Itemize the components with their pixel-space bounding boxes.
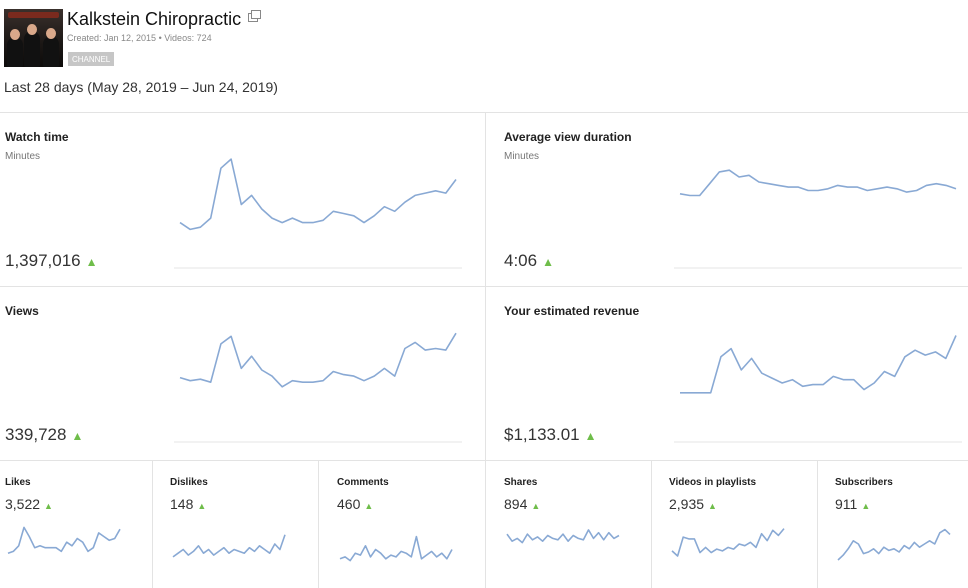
triangle-up-icon: ▲: [197, 501, 207, 511]
divider: [152, 460, 153, 588]
divider: [0, 112, 968, 113]
triangle-up-icon: ▲: [542, 255, 554, 269]
sparkline-path: [837, 528, 951, 561]
card-value: 2,935 ▲: [669, 496, 717, 512]
channel-avatar[interactable]: [4, 9, 63, 67]
sparkline-videos-in-playlists: [671, 528, 785, 557]
channel-title[interactable]: Kalkstein Chiropractic: [67, 9, 242, 29]
sparkline-path: [7, 526, 121, 554]
sparkline-likes: [7, 526, 121, 554]
card-value-text: 2,935: [669, 496, 705, 512]
card-title: Subscribers: [835, 477, 893, 488]
sparkline-subscribers: [837, 528, 951, 561]
card-subtitle: Minutes: [504, 151, 540, 162]
card-value-text: 339,728: [5, 425, 67, 444]
triangle-up-icon: ▲: [71, 429, 84, 443]
card-value: 460 ▲: [337, 496, 373, 512]
divider: [0, 286, 968, 287]
card-value-text: 911: [835, 496, 858, 512]
card-value-text: 460: [337, 496, 361, 512]
triangle-up-icon: ▲: [531, 501, 541, 511]
sparkline-path: [679, 169, 957, 197]
divider: [485, 112, 486, 460]
card-value: 894 ▲: [504, 496, 540, 512]
avatar-figure: [24, 31, 40, 67]
sparkline-path: [179, 332, 457, 388]
triangle-up-icon: ▲: [44, 501, 53, 511]
card-value: 339,728 ▲: [5, 425, 83, 445]
card-title: Shares: [504, 477, 538, 488]
card-value: 911 ▲: [835, 496, 870, 512]
card-value-text: 4:06: [504, 251, 538, 270]
card-title: Videos in playlists: [669, 477, 757, 488]
card-value-text: $1,133.01: [504, 425, 580, 444]
sparkline-estimated-revenue: [674, 335, 962, 443]
card-title: Average view duration: [504, 130, 632, 144]
card-value-text: 148: [170, 496, 194, 512]
card-title: Views: [5, 304, 39, 318]
sparkline-path: [680, 335, 957, 394]
avatar-head: [10, 29, 20, 40]
card-value: 1,397,016 ▲: [5, 251, 98, 271]
sparkline-path: [339, 535, 453, 562]
divider: [0, 460, 968, 461]
card-value: 148 ▲: [170, 496, 206, 512]
card-value-text: 1,397,016: [5, 251, 81, 270]
channel-meta: Created: Jan 12, 2015 • Videos: 724: [67, 33, 212, 43]
sparkline-views: [174, 332, 462, 443]
channel-badge: CHANNEL: [68, 52, 115, 66]
card-title: Comments: [337, 477, 389, 488]
triangle-up-icon: ▲: [85, 255, 98, 269]
sparkline-watch-time: [174, 158, 462, 269]
sparkline-path: [172, 534, 286, 558]
external-link-icon[interactable]: [248, 10, 261, 22]
channel-header: Kalkstein Chiropractic Created: Jan 12, …: [0, 0, 968, 112]
triangle-up-icon: ▲: [861, 501, 871, 511]
sparkline-average-view-duration: [674, 169, 962, 269]
divider: [651, 460, 652, 588]
card-value: 3,522 ▲: [5, 496, 53, 512]
avatar-figure: [7, 37, 23, 67]
divider: [817, 460, 818, 588]
triangle-up-icon: ▲: [364, 501, 374, 511]
card-value-text: 3,522: [5, 496, 41, 512]
avatar-figure: [43, 36, 59, 67]
sparkline-path: [671, 528, 785, 557]
triangle-up-icon: ▲: [584, 429, 597, 443]
sparkline-shares: [506, 529, 620, 544]
card-title: Watch time: [5, 130, 69, 144]
avatar-banner: [8, 12, 59, 18]
card-value: $1,133.01 ▲: [504, 425, 597, 445]
card-value-text: 894: [504, 496, 528, 512]
card-title: Dislikes: [170, 477, 208, 488]
card-value: 4:06 ▲: [504, 251, 554, 271]
sparkline-path: [179, 158, 457, 231]
card-subtitle: Minutes: [5, 151, 41, 162]
triangle-up-icon: ▲: [708, 501, 717, 511]
sparkline-comments: [339, 535, 453, 562]
card-title: Your estimated revenue: [504, 304, 640, 318]
sparkline-path: [506, 529, 620, 544]
avatar-head: [27, 24, 37, 35]
divider: [485, 460, 486, 588]
date-range[interactable]: Last 28 days (May 28, 2019 – Jun 24, 201…: [4, 79, 278, 95]
avatar-head: [46, 28, 56, 39]
sparkline-dislikes: [172, 534, 286, 558]
card-title: Likes: [5, 477, 31, 488]
divider: [318, 460, 319, 588]
